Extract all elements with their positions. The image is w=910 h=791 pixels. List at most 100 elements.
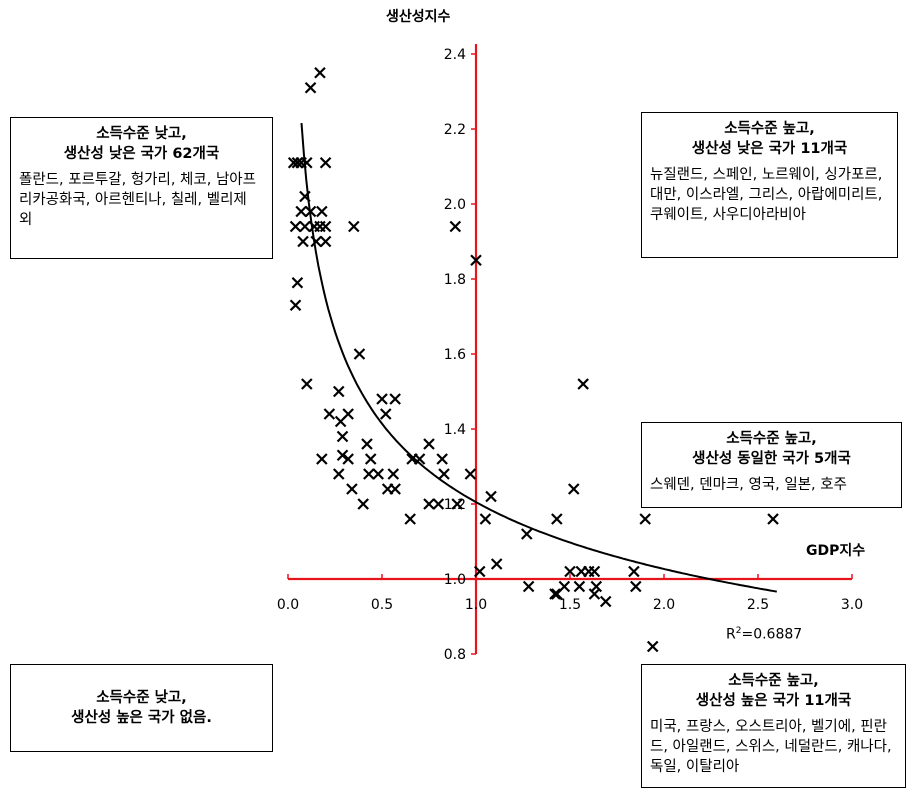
data-point — [361, 438, 373, 450]
annotation-mid-right: 소득수준 높고, 생산성 동일한 국가 5개국 스웨덴, 덴마크, 영국, 일본… — [641, 422, 902, 508]
y-tick-label: 1.4 — [444, 422, 466, 438]
data-point — [323, 408, 336, 420]
data-point — [404, 513, 416, 525]
data-point — [372, 468, 385, 480]
annotation-bottom-left: 소득수준 낮고, 생산성 높은 국가 없음. — [10, 664, 273, 752]
data-point — [630, 580, 642, 593]
annotation-body: 폴란드, 포르투갈, 헝가리, 체코, 남아프리카공화국, 아르헨티나, 칠레,… — [19, 172, 256, 228]
y-tick-label: 2.2 — [444, 122, 466, 138]
annotation-top-left: 소득수준 낮고, 생산성 낮은 국가 62개국 폴란드, 포르투갈, 헝가리, … — [10, 117, 273, 259]
x-tick-label: 0.0 — [277, 597, 299, 613]
data-point — [379, 408, 392, 420]
data-point — [336, 430, 349, 443]
data-point — [485, 490, 497, 503]
data-point — [364, 453, 377, 465]
y-tick-label: 1.2 — [444, 497, 466, 513]
data-point — [297, 235, 309, 248]
y-tick-label: 1.8 — [444, 272, 466, 288]
data-point — [348, 220, 360, 233]
data-point — [520, 528, 533, 540]
data-point — [451, 498, 463, 510]
data-point — [588, 588, 601, 600]
y-axis-title: 생산성지수 — [386, 9, 451, 25]
annotation-body: 스웨덴, 덴마크, 영국, 일본, 호주 — [650, 477, 847, 493]
data-point — [299, 220, 311, 233]
x-tick-label: 2.5 — [747, 597, 769, 613]
x-tick-label: 1.0 — [465, 597, 487, 613]
annotation-title: 소득수준 높고, 생산성 동일한 국가 5개국 — [692, 431, 851, 467]
data-point — [599, 595, 612, 608]
annotation-title: 소득수준 높고, 생산성 낮은 국가 11개국 — [691, 121, 848, 157]
data-point — [363, 468, 375, 480]
data-point — [304, 81, 317, 94]
data-point — [289, 220, 302, 233]
data-point — [432, 498, 445, 510]
data-point — [357, 498, 369, 510]
annotation-body: 미국, 프랑스, 오스트리아, 벨기에, 핀란드, 아일랜드, 스위스, 네덜란… — [650, 719, 892, 775]
x-tick-label: 2.0 — [653, 597, 675, 613]
annotation-title: 소득수준 낮고, 생산성 높은 국가 없음. — [71, 690, 212, 726]
trend-curve — [300, 123, 777, 593]
data-points — [287, 66, 779, 653]
tick-labels: 0.0 0.5 1.0 1.5 2.0 2.5 3.0 0.8 1.0 1.2 1.4 1.6 1.8 2… — [277, 47, 863, 663]
r-squared-label: R2=0.6887 — [726, 626, 803, 643]
data-point — [577, 378, 589, 390]
data-point — [389, 393, 401, 405]
annotation-top-right: 소득수준 높고, 생산성 낮은 국가 11개국 뉴질랜드, 스페인, 노르웨이,… — [641, 112, 898, 258]
data-point — [332, 468, 345, 480]
data-point — [473, 565, 486, 578]
data-point — [387, 468, 400, 480]
data-point — [551, 588, 563, 600]
data-point — [438, 468, 450, 480]
data-point — [479, 513, 492, 525]
data-point — [522, 580, 535, 593]
data-point — [316, 453, 328, 465]
data-point — [767, 513, 779, 525]
data-point — [346, 483, 358, 495]
data-point — [289, 299, 302, 312]
data-point — [332, 385, 345, 398]
annotation-title: 소득수준 낮고, 생산성 낮은 국가 62개국 — [63, 126, 220, 162]
data-point — [336, 449, 349, 462]
data-point — [342, 453, 354, 465]
data-point — [413, 453, 426, 465]
x-axis-title: GDP지수 — [806, 543, 866, 559]
y-tick-label: 1.0 — [444, 572, 466, 588]
data-point — [353, 348, 366, 360]
data-point — [423, 438, 435, 450]
y-tick-label: 2.0 — [444, 197, 466, 213]
data-point — [299, 190, 311, 203]
data-point — [291, 276, 304, 289]
data-point — [376, 393, 388, 405]
data-point — [301, 378, 313, 390]
data-point — [549, 588, 561, 600]
data-point — [319, 156, 332, 169]
y-tick-label: 2.4 — [444, 47, 466, 63]
y-tick-label: 0.8 — [444, 647, 466, 663]
x-tick-label: 3.0 — [841, 597, 863, 613]
data-point — [319, 235, 332, 248]
data-point — [646, 640, 659, 653]
axes — [287, 44, 853, 655]
annotation-title: 소득수준 높고, 생산성 높은 국가 11개국 — [695, 673, 852, 709]
data-point — [551, 513, 563, 525]
data-point — [470, 254, 482, 267]
data-point — [588, 565, 601, 578]
data-point — [304, 205, 317, 218]
data-point — [319, 220, 332, 233]
data-point — [295, 205, 307, 218]
data-point — [436, 453, 448, 465]
r-squared-value: =0.6887 — [741, 626, 803, 643]
data-point — [628, 565, 640, 578]
data-point — [310, 235, 322, 248]
data-point — [389, 483, 401, 495]
data-point — [639, 513, 651, 525]
x-tick-label: 1.5 — [559, 597, 581, 613]
data-point — [567, 483, 580, 495]
y-tick-label: 1.6 — [444, 347, 466, 363]
data-point — [464, 468, 477, 480]
data-point — [334, 415, 347, 428]
annotation-bottom-right: 소득수준 높고, 생산성 높은 국가 11개국 미국, 프랑스, 오스트리아, … — [641, 664, 906, 788]
data-point — [301, 156, 313, 169]
